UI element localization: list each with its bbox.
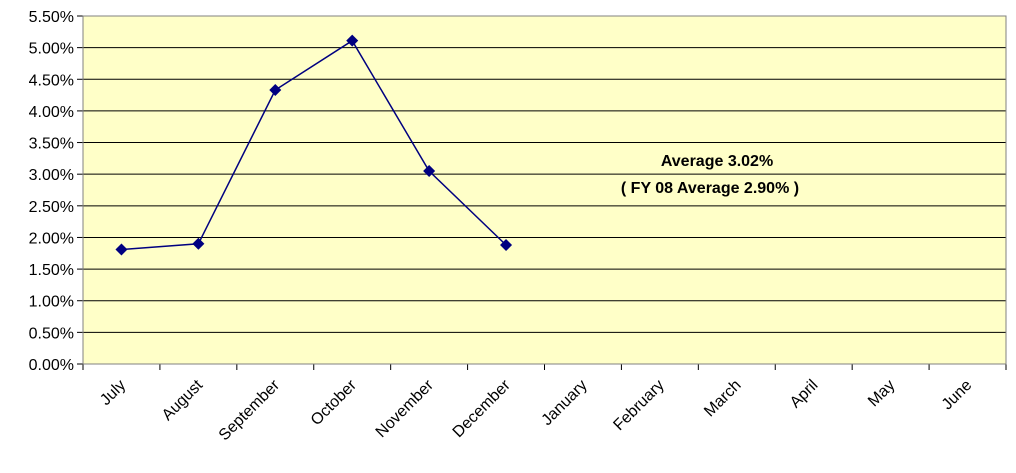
y-tick-label: 4.50% (29, 72, 74, 89)
annotation-fy08-average: ( FY 08 Average 2.90% ) (621, 180, 799, 197)
x-tick-label: June (939, 377, 976, 414)
y-tick-label: 3.50% (29, 136, 74, 153)
annotation-average: Average 3.02% (661, 153, 773, 170)
plot-area (83, 16, 1006, 364)
x-tick-label: March (701, 377, 744, 420)
x-tick-label: November (373, 376, 438, 441)
y-tick-label: 5.00% (29, 41, 74, 58)
data-point-marker (269, 84, 282, 97)
x-tick-label: September (216, 376, 284, 444)
x-tick-label: August (159, 376, 207, 424)
data-point-marker (346, 34, 359, 47)
y-tick-label: 0.00% (29, 357, 74, 374)
y-tick-label: 1.00% (29, 294, 74, 311)
x-tick-label: February (610, 377, 667, 434)
x-tick-label: May (865, 377, 898, 410)
series-markers (115, 34, 513, 256)
data-point-marker (500, 239, 513, 252)
x-axis-ticks: July August September October November Decemb… (82, 363, 1007, 444)
y-tick-label: 2.00% (29, 230, 74, 247)
x-tick-label: July (97, 377, 129, 409)
x-tick-label: January (539, 377, 591, 429)
plot-border (82, 15, 1007, 365)
x-tick-label: April (787, 377, 822, 412)
y-tick-label: 3.00% (29, 167, 74, 184)
y-tick-label: 2.50% (29, 199, 74, 216)
x-tick-label: December (450, 376, 515, 441)
y-axis-ticks: 0.00% 0.50% 1.00% 1.50% 2.00% 2.50% 3.00% 3.50%… (29, 9, 84, 374)
series-line (121, 39, 507, 251)
y-tick-label: 4.00% (29, 104, 74, 121)
y-tick-label: 0.50% (29, 325, 74, 342)
y-tick-label: 1.50% (29, 262, 74, 279)
y-tick-label: 5.50% (29, 9, 74, 26)
data-point-marker (192, 237, 205, 250)
data-point-marker (115, 243, 128, 256)
x-tick-label: October (308, 376, 361, 429)
data-point-marker (423, 165, 436, 178)
